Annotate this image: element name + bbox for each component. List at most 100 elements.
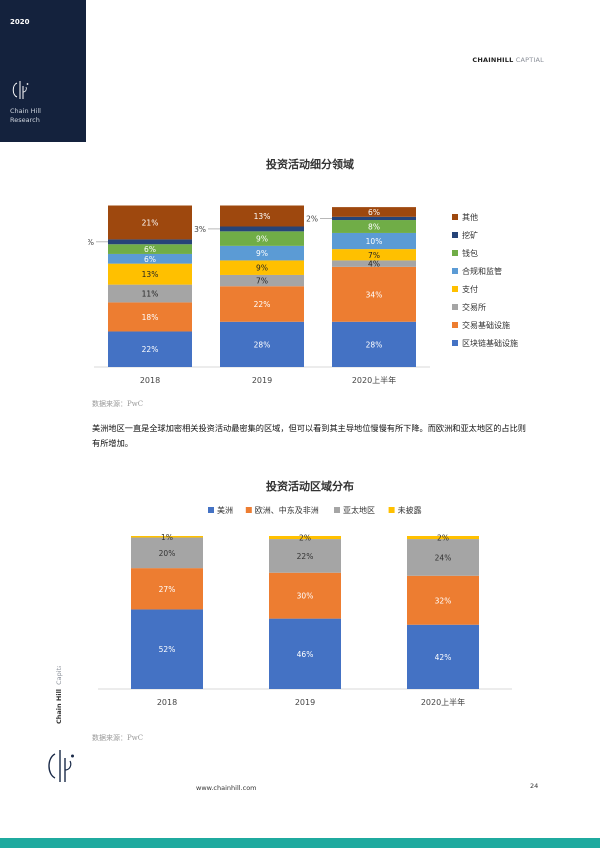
bar-segment (407, 539, 479, 576)
data-label: 24% (435, 553, 452, 562)
data-label: 2% (437, 534, 449, 543)
legend-label: 合规和监管 (462, 266, 502, 276)
data-label: 6% (144, 245, 156, 254)
chainhill-logo-icon (12, 81, 29, 99)
data-label: 2% (306, 214, 318, 223)
legend-label: 欧洲、中东及非洲 (255, 505, 319, 515)
data-label: 4% (368, 260, 380, 269)
data-label: 10% (366, 237, 383, 246)
data-label: 2% (299, 534, 311, 543)
vertical-brand-bold: Chain Hill (55, 689, 63, 724)
data-label: 28% (254, 340, 271, 349)
bar-segment (108, 239, 192, 245)
bar-segment (108, 302, 192, 332)
bar-segment (332, 220, 416, 233)
chart1-plot: 22%18%11%13%6%6%3%21%201828%22%7%9%9%9%3… (88, 205, 518, 385)
x-tick-label: 2020上半年 (352, 375, 396, 385)
legend-swatch (452, 232, 458, 238)
header-brand-bold: CHAINHILL (472, 56, 514, 64)
header-brand-light: CAPTIAL (515, 56, 544, 64)
bar-segment (220, 260, 304, 275)
x-tick-label: 2019 (295, 698, 315, 707)
data-label: 22% (297, 552, 314, 561)
legend-swatch (334, 507, 340, 513)
data-label: 21% (142, 218, 159, 227)
legend-label: 钱包 (462, 248, 478, 258)
footer-url[interactable]: www.chainhill.com (196, 784, 257, 792)
data-label: 13% (254, 212, 271, 221)
legend-label: 支付 (462, 284, 478, 294)
bar-segment (269, 572, 341, 619)
data-label: 3% (194, 225, 206, 234)
footer-logo-icon (48, 750, 74, 782)
legend-label: 未披露 (398, 505, 422, 515)
bottom-stripe (0, 838, 600, 848)
bar-segment (108, 284, 192, 303)
data-label: 42% (435, 653, 452, 662)
data-label: 18% (142, 313, 159, 322)
bar-segment (108, 205, 192, 240)
data-label: 3% (88, 238, 94, 247)
legend-swatch (245, 507, 252, 513)
bar-segment (332, 207, 416, 217)
legend-swatch (452, 214, 458, 220)
brand-line-2: Research (10, 116, 40, 124)
data-label: 13% (142, 270, 159, 279)
legend-swatch (452, 304, 458, 310)
data-label: 20% (159, 549, 176, 558)
bar-segment (131, 536, 203, 538)
chart1-source: 数据来源：PwC (92, 400, 144, 408)
bar-segment (108, 244, 192, 254)
data-label: 7% (368, 251, 380, 260)
data-label: 11% (142, 290, 159, 299)
x-tick-label: 2018 (157, 698, 177, 707)
bar-segment (332, 266, 416, 322)
data-label: 34% (366, 290, 383, 299)
data-label: 1% (161, 533, 173, 542)
data-label: 6% (368, 208, 380, 217)
data-label: 28% (366, 340, 383, 349)
chart2-source: 数据来源：PwC (92, 734, 144, 742)
legend-label: 美洲 (217, 505, 233, 515)
bar-segment (407, 624, 479, 689)
legend-label: 其他 (462, 212, 478, 222)
bar-segment (220, 231, 304, 246)
brand-line-1: Chain Hill (10, 107, 41, 115)
legend-swatch (208, 507, 214, 513)
legend-label: 挖矿 (462, 230, 478, 240)
bar-segment (220, 321, 304, 367)
vertical-brand-light: Capital (55, 666, 63, 685)
data-label: 9% (256, 249, 268, 258)
legend-swatch (452, 250, 458, 256)
data-label: 9% (256, 264, 268, 273)
bar-segment (332, 232, 416, 250)
year-tag: 2020 (10, 18, 30, 26)
bar-segment (332, 260, 416, 267)
x-tick-label: 2019 (252, 376, 272, 385)
legend-label: 交易所 (462, 302, 486, 312)
header-brand: CHAINHILL CAPTIAL (472, 56, 544, 64)
data-label: 8% (368, 222, 380, 231)
bar-segment (220, 245, 304, 261)
bar-segment (131, 537, 203, 569)
bar-segment (108, 331, 192, 367)
legend-label: 交易基础设施 (462, 320, 510, 330)
body-paragraph: 美洲地区一直是全球加密相关投资活动最密集的区域，但可以看到其主导地位慢慢有所下降… (92, 423, 526, 448)
bar-segment (269, 618, 341, 689)
data-label: 9% (256, 235, 268, 244)
chart2-title: 投资活动区域分布 (266, 480, 354, 493)
bar-segment (332, 216, 416, 221)
data-label: 46% (297, 650, 314, 659)
x-tick-label: 2018 (140, 376, 160, 385)
data-label: 6% (144, 255, 156, 264)
bar-segment (332, 321, 416, 367)
data-label: 22% (142, 345, 159, 354)
data-label: 7% (256, 277, 268, 286)
bar-segment (407, 575, 479, 625)
vertical-brand: Chain Hill Capital (55, 666, 63, 724)
bar-segment (269, 536, 341, 540)
data-label: 30% (297, 592, 314, 601)
legend-swatch (452, 268, 458, 274)
legend-swatch (452, 286, 458, 292)
legend-label: 亚太地区 (343, 505, 375, 515)
